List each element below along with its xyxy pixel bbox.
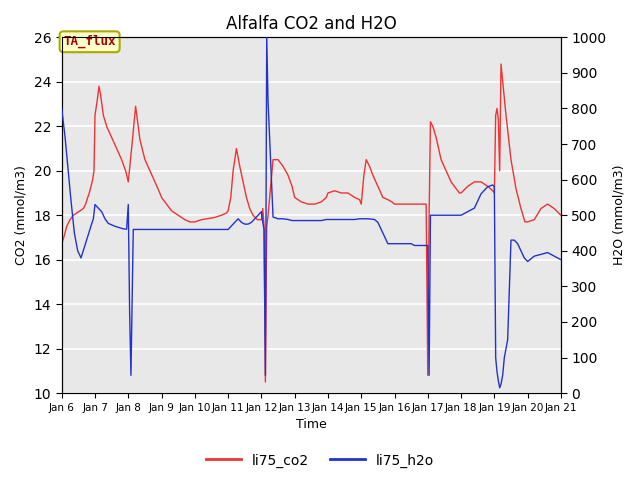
Title: Alfalfa CO2 and H2O: Alfalfa CO2 and H2O bbox=[226, 15, 397, 33]
X-axis label: Time: Time bbox=[296, 419, 326, 432]
Y-axis label: CO2 (mmol/m3): CO2 (mmol/m3) bbox=[15, 165, 28, 265]
Y-axis label: H2O (mmol/m3): H2O (mmol/m3) bbox=[612, 165, 625, 265]
Legend: li75_co2, li75_h2o: li75_co2, li75_h2o bbox=[200, 448, 440, 473]
Text: TA_flux: TA_flux bbox=[63, 35, 116, 48]
